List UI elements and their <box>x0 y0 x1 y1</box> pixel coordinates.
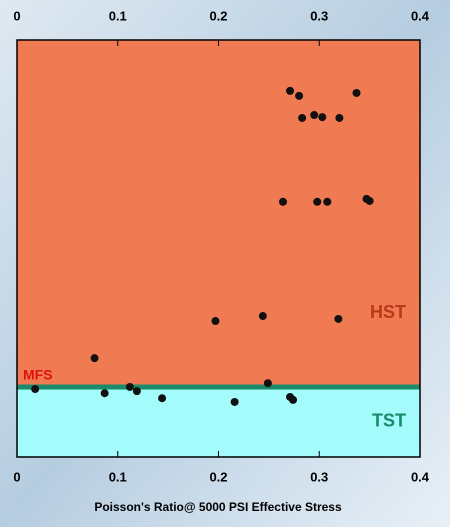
point <box>278 197 287 206</box>
point <box>263 379 272 388</box>
point <box>289 395 298 404</box>
point <box>335 113 344 122</box>
x-tick-label-top: 0.1 <box>109 8 127 23</box>
point <box>323 197 332 206</box>
point <box>100 389 109 398</box>
point <box>132 387 141 396</box>
point <box>31 385 40 394</box>
x-tick-label-top: 0.3 <box>310 8 328 23</box>
point <box>365 196 374 205</box>
point <box>125 382 134 391</box>
x-axis-label: Poisson's Ratio@ 5000 PSI Effective Stre… <box>94 500 342 514</box>
x-tick-label-top: 0.4 <box>411 8 430 23</box>
x-tick-label: 0.2 <box>209 469 227 484</box>
point <box>313 197 322 206</box>
point <box>334 314 343 323</box>
boundary-label: MFS <box>23 367 53 383</box>
x-tick-label: 0.1 <box>109 469 127 484</box>
point <box>90 354 99 363</box>
point <box>310 111 319 120</box>
point <box>318 113 327 122</box>
point <box>298 113 307 122</box>
x-tick-label-top: 0.2 <box>209 8 227 23</box>
x-tick-label-top: 0 <box>13 8 20 23</box>
region-label: TST <box>372 411 406 431</box>
x-tick-label: 0.4 <box>411 469 430 484</box>
x-tick-label: 0.3 <box>310 469 328 484</box>
region <box>17 40 420 387</box>
point <box>258 312 267 321</box>
point <box>286 86 295 95</box>
point <box>158 394 167 403</box>
region-label: HST <box>370 302 406 322</box>
region <box>17 386 420 457</box>
point <box>295 91 304 100</box>
x-tick-label: 0 <box>13 469 20 484</box>
point <box>211 317 220 326</box>
point <box>352 88 361 97</box>
point <box>230 397 239 406</box>
